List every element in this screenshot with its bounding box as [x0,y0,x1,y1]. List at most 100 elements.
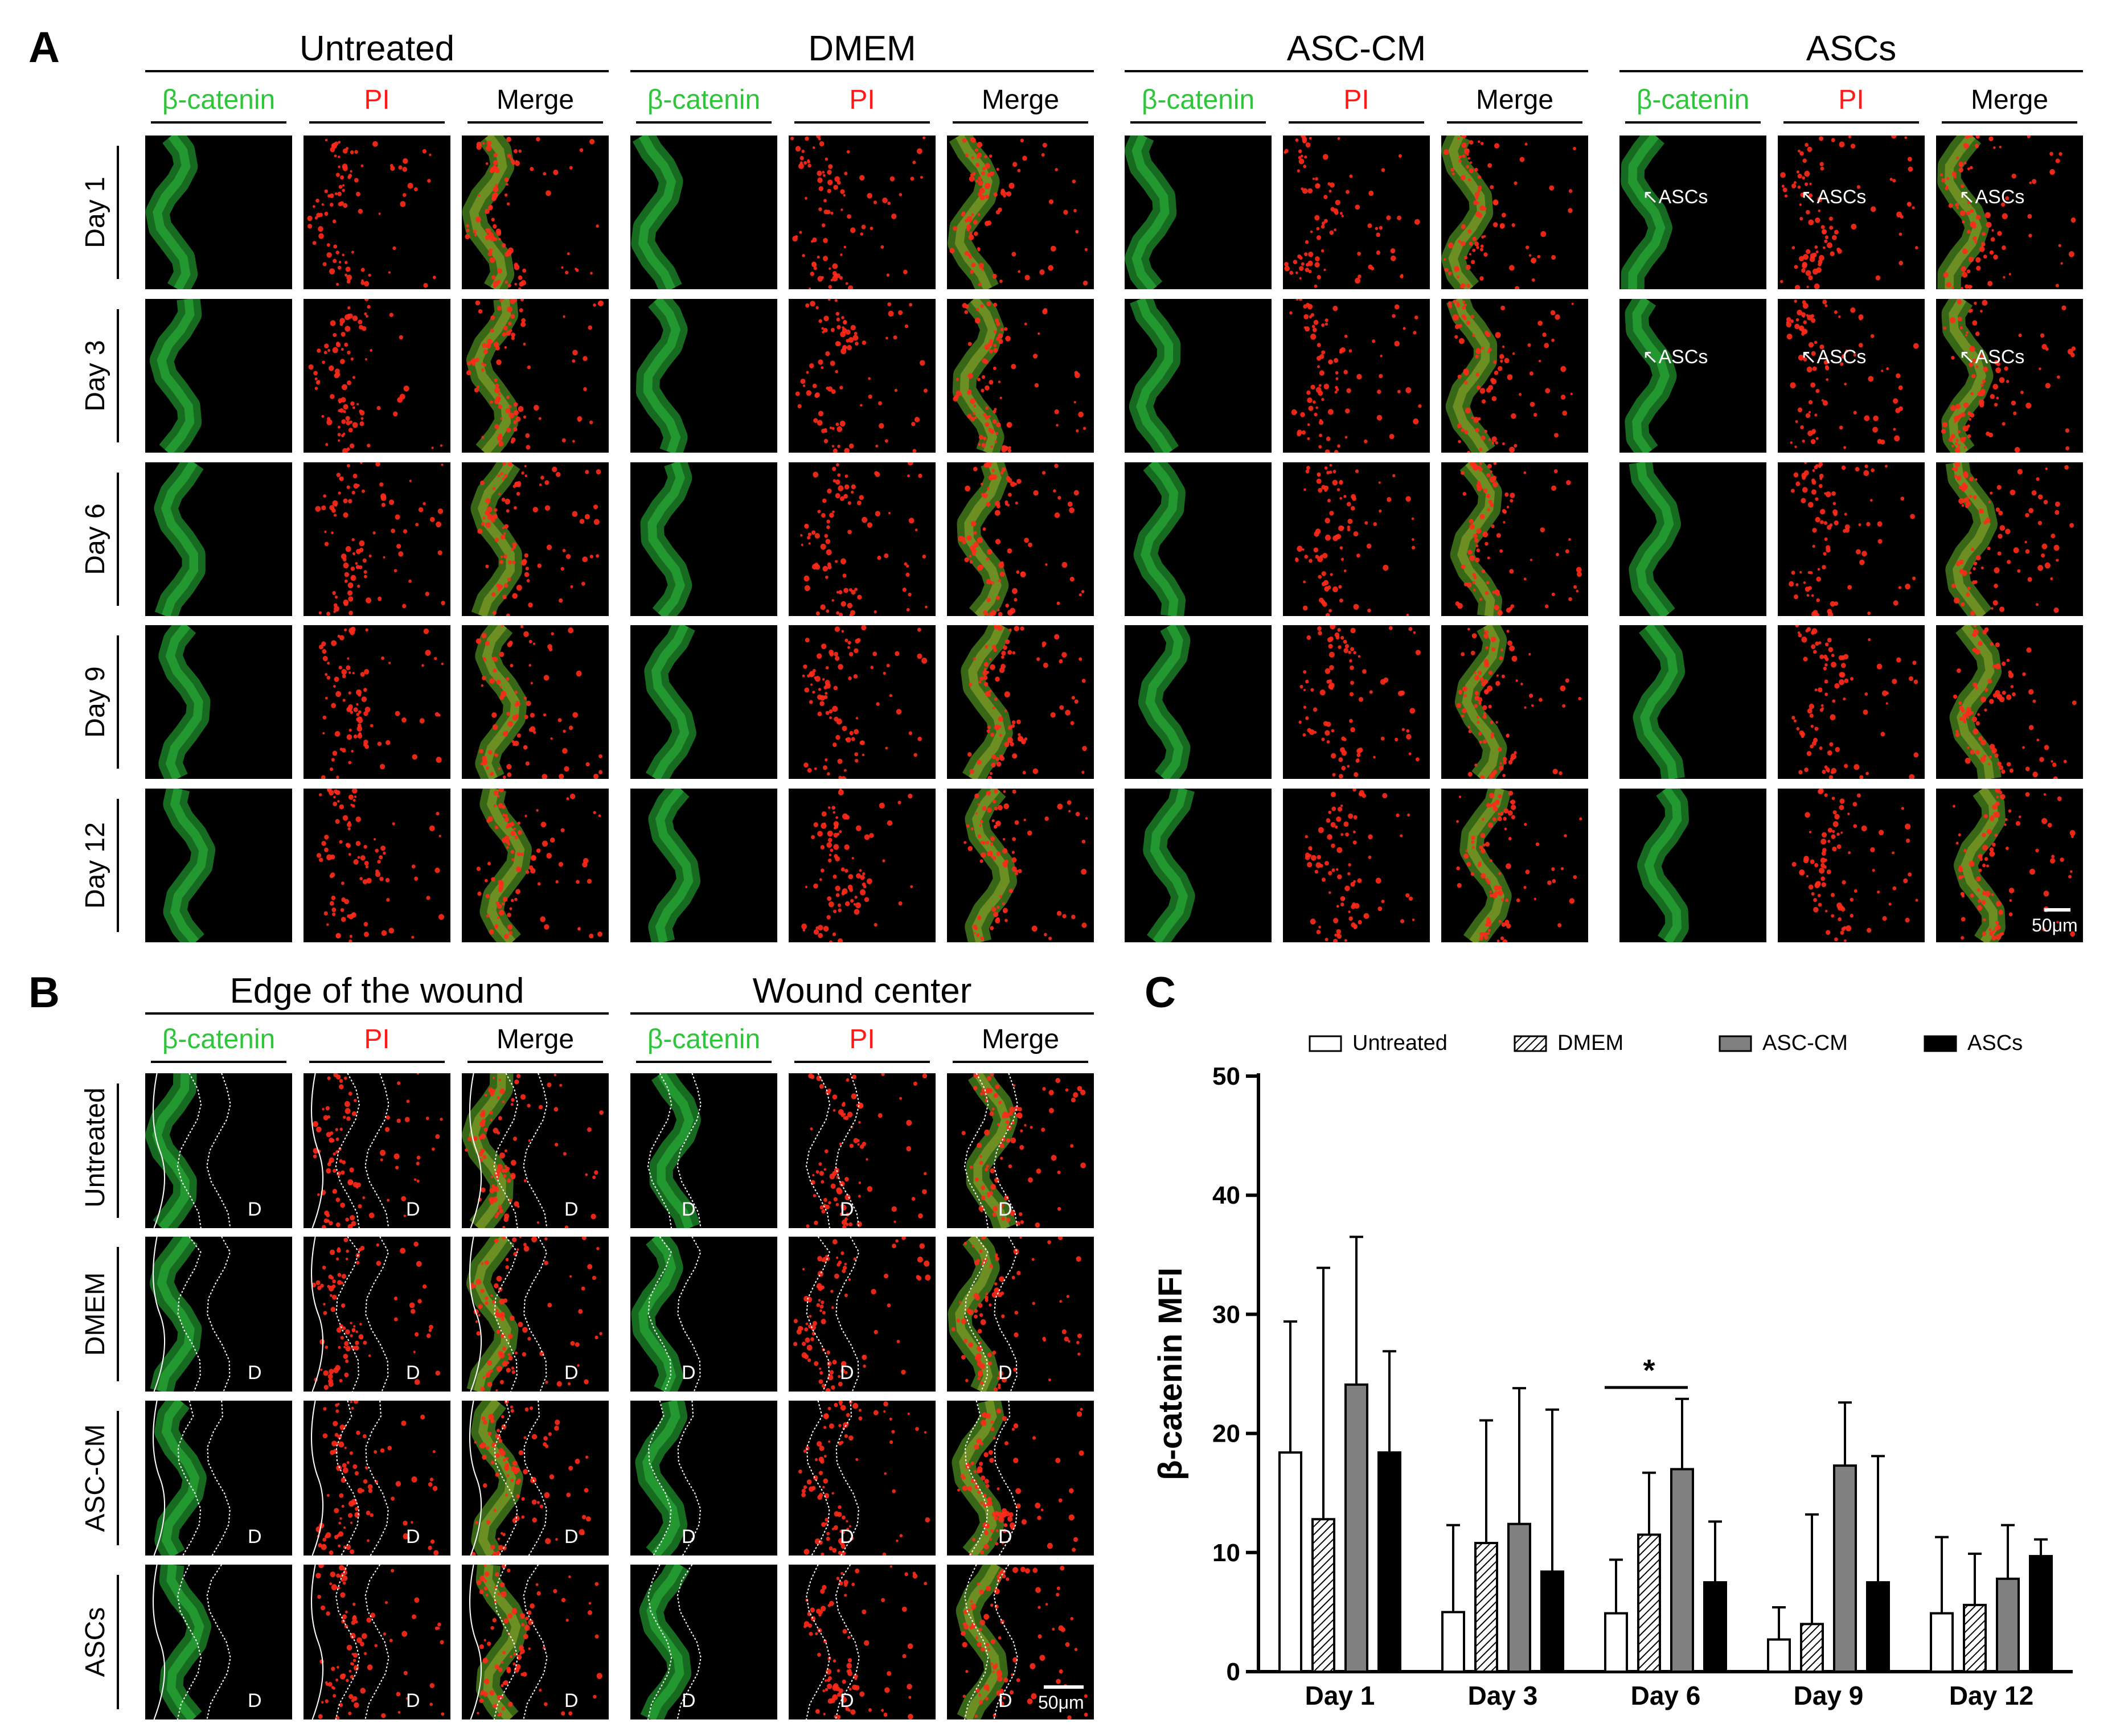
dermis-label: D [840,1199,854,1220]
panel-a-channel-label: β-catenin [162,85,276,115]
bar-ascs [1866,1581,1890,1673]
panel-a-micrograph [145,462,292,616]
panel-b-channel-underline [468,1061,603,1063]
panel-a-micrograph [1125,625,1272,779]
arrow-icon: ↖ [1801,346,1817,368]
panel-a-micrograph [947,462,1094,616]
bar-asc-cm [1344,1383,1368,1673]
panel-a-micrograph [947,136,1094,289]
panel-a-micrograph [462,789,609,942]
panel-a-row-label: Day 3 [80,340,110,412]
panel-a-micrograph [789,299,936,453]
panel-a-row-bracket [117,799,119,932]
panel-a-micrograph [789,625,936,779]
panel-a-channel-underline [1289,121,1424,124]
dermis-label: D [682,1526,696,1548]
panel-a-row-label: Day 1 [80,177,110,248]
panel-a-group-underline [145,70,609,72]
panel-a-micrograph: ↖ASCs [1619,136,1766,289]
panel-b-micrograph: D [630,1401,777,1556]
legend-label: DMEM [1557,1031,1623,1055]
panel-a-group-title: DMEM [808,29,916,68]
panel-b-channel-underline [151,1061,286,1063]
panel-b-micrograph: D [304,1565,450,1719]
panel-a-micrograph [462,136,609,289]
panel-a-micrograph [145,299,292,453]
panel-b-channel-underline [636,1061,772,1063]
ascs-arrow-annotation: ↖ASCs [1642,186,1708,208]
ascs-arrow-annotation: ↖ASCs [1959,186,2024,208]
panel-a-channel-underline [1625,121,1761,124]
y-tick-label: 0 [1227,1658,1240,1686]
panel-a-channel-label: PI [849,85,875,115]
bar-ascs [1703,1581,1727,1673]
panel-a-micrograph [1619,789,1766,942]
bar-untreated [1767,1638,1791,1673]
bar-untreated [1278,1451,1302,1673]
panel-a-micrograph [630,299,777,453]
ascs-label: ASCs [1658,186,1708,208]
panel-b-micrograph: D [630,1073,777,1228]
panel-a-micrograph [789,462,936,616]
scale-bar [1044,1685,1084,1689]
panel-a-micrograph [1441,299,1588,453]
bar-ascs [1540,1570,1564,1673]
panel-a-micrograph: ↖ASCs [1936,299,2083,453]
ascs-label: ASCs [1658,346,1708,368]
panel-b-channel-label: Merge [496,1024,575,1054]
ascs-label: ASCs [1975,186,2025,208]
panel-a-row-bracket [117,309,119,442]
y-tick-label: 10 [1212,1539,1240,1567]
panel-b-micrograph: D [789,1401,936,1556]
panel-b-group-underline [145,1012,609,1015]
panel-a-micrograph [1283,299,1430,453]
legend-swatch [1924,1035,1957,1052]
legend-label: ASC-CM [1762,1031,1848,1055]
panel-b-micrograph: D [462,1073,609,1228]
panel-a-channel-underline [636,121,772,124]
panel-a-channel-underline [309,121,445,124]
panel-a-channel-underline [468,121,603,124]
ascs-arrow-annotation: ↖ASCs [1642,346,1708,368]
panel-a-micrograph [1283,136,1430,289]
ascs-arrow-annotation: ↖ASCs [1801,186,1866,208]
panel-b-micrograph: D [630,1565,777,1719]
panel-b-channel-underline [309,1061,445,1063]
panel-a-micrograph [1283,789,1430,942]
panel-a-micrograph [789,136,936,289]
ascs-label: ASCs [1816,186,1867,208]
panel-b-micrograph: D [462,1565,609,1719]
panel-a-channel-label: PI [1343,85,1369,115]
dermis-label: D [682,1199,696,1220]
panel-a-micrograph [1441,136,1588,289]
panel-b-channel-underline [953,1061,1088,1063]
panel-b-channel-label: β-catenin [162,1024,276,1054]
panel-b-micrograph: D [145,1073,292,1228]
panel-a-channel-label: Merge [1970,85,2049,115]
panel-a-channel-label: PI [364,85,390,115]
panel-a-micrograph: ↖ASCs [1778,299,1925,453]
panel-a-micrograph [630,789,777,942]
panel-a-micrograph [1936,625,2083,779]
dermis-label: D [248,1199,262,1220]
panel-a-channel-label: β-catenin [1636,85,1750,115]
panel-a-group-underline [1125,70,1588,72]
panel-b-channel-label: β-catenin [647,1024,761,1054]
legend-swatch [1719,1035,1752,1052]
panel-b-row-label: Untreated [80,1087,110,1208]
panel-a-channel-underline [1942,121,2077,124]
panel-a-micrograph [1441,789,1588,942]
panel-a-micrograph [1125,789,1272,942]
panel-a-micrograph [304,462,450,616]
panel-a-row-bracket [117,473,119,606]
y-tick-label: 50 [1212,1062,1240,1090]
dermis-label: D [998,1526,1012,1548]
panel-a-micrograph [1619,462,1766,616]
dermis-label: D [682,1690,696,1712]
panel-b-micrograph: D [947,1073,1094,1228]
panel-a-micrograph [789,789,936,942]
y-tick-label: 40 [1212,1181,1240,1209]
legend-label: Untreated [1352,1031,1447,1055]
legend-label: ASCs [1967,1031,2023,1055]
panel-a-micrograph [304,789,450,942]
